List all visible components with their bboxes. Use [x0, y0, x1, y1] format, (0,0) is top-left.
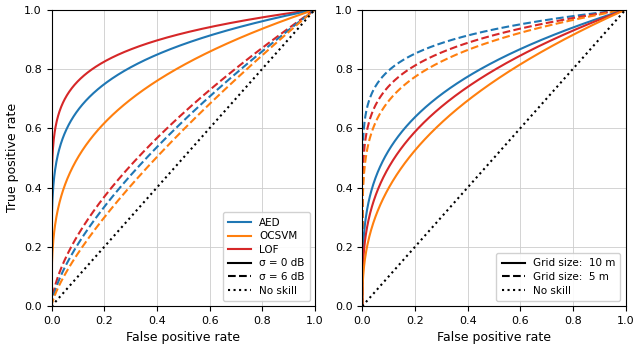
Legend: Grid size:  10 m, Grid size:  5 m, No skill: Grid size: 10 m, Grid size: 5 m, No skil…: [497, 253, 620, 301]
X-axis label: False positive rate: False positive rate: [437, 331, 551, 344]
Y-axis label: True positive rate: True positive rate: [6, 103, 19, 212]
Legend: AED, OCSVM, LOF, σ = 0 dB, σ = 6 dB, No skill: AED, OCSVM, LOF, σ = 0 dB, σ = 6 dB, No …: [223, 212, 310, 301]
X-axis label: False positive rate: False positive rate: [126, 331, 240, 344]
